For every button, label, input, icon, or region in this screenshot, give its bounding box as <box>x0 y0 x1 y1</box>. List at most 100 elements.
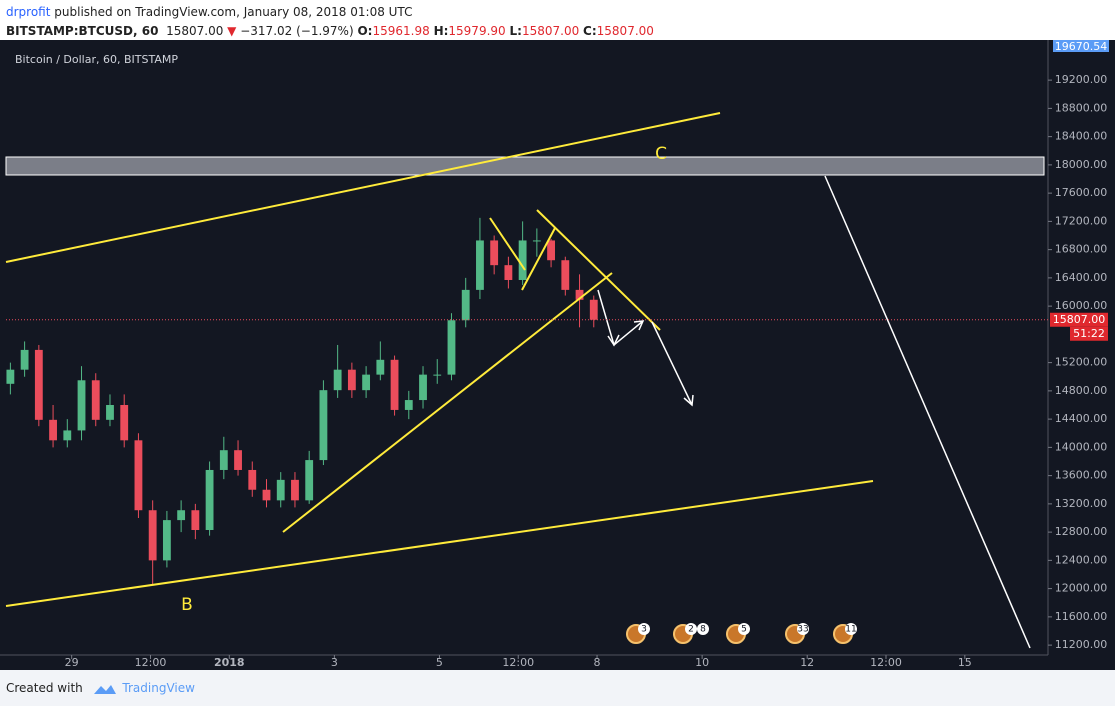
candle-body <box>63 430 72 441</box>
candle-body <box>433 374 442 376</box>
candle-body <box>333 369 342 391</box>
high-label: 19670.54 <box>1055 40 1108 53</box>
y-tick-label: 12400.00 <box>1055 553 1108 566</box>
candle-body <box>6 369 15 384</box>
y-tick-label: 14800.00 <box>1055 384 1108 397</box>
y-tick-label: 18000.00 <box>1055 158 1108 171</box>
trend-line <box>536 209 661 331</box>
x-tick-label: 12:00 <box>870 656 902 669</box>
ohlc-key: O: <box>357 24 373 38</box>
author[interactable]: drprofit <box>6 5 51 19</box>
chart-title: Bitcoin / Dollar, 60, BITSTAMP <box>15 53 178 66</box>
annotation: C <box>655 144 667 164</box>
x-tick-label: 3 <box>331 656 338 669</box>
candle-body <box>561 260 570 290</box>
candle-body <box>461 289 470 321</box>
candle-body <box>34 349 43 420</box>
candle-body <box>191 510 200 530</box>
candle-body <box>490 240 499 266</box>
x-tick-label: 12 <box>800 656 814 669</box>
x-tick-label: 8 <box>594 656 601 669</box>
ohlc-key: L: <box>509 24 522 38</box>
x-tick-label: 12:00 <box>135 656 167 669</box>
countdown: 51:22 <box>1073 327 1105 340</box>
trend-line <box>521 227 556 291</box>
candle-body <box>476 240 484 290</box>
publish-line: drprofit published on TradingView.com, J… <box>6 3 654 22</box>
candle-body <box>120 404 129 441</box>
candle-body <box>49 419 57 441</box>
header: drprofit published on TradingView.com, J… <box>6 3 654 41</box>
event-badge <box>738 623 750 635</box>
candle-body <box>219 450 228 470</box>
y-tick-label: 13600.00 <box>1055 469 1108 482</box>
y-tick-label: 16000.00 <box>1055 299 1108 312</box>
brand[interactable]: TradingView <box>122 681 195 695</box>
event-badge <box>685 623 697 635</box>
y-tick-label: 16400.00 <box>1055 271 1108 284</box>
candle-body <box>177 510 186 521</box>
event-count: 8 <box>700 625 706 635</box>
event-count: 33 <box>797 625 808 635</box>
y-tick-label: 14400.00 <box>1055 412 1108 425</box>
x-tick-label: 12:00 <box>502 656 534 669</box>
chart-bg <box>0 40 1115 670</box>
candle-body <box>447 320 456 375</box>
trend-line <box>5 480 874 607</box>
y-tick-label: 11200.00 <box>1055 638 1108 651</box>
created: Created with <box>6 681 83 695</box>
candle-body <box>262 489 271 501</box>
arrow <box>651 321 693 406</box>
candle-body <box>91 380 100 420</box>
x-tick-label: 29 <box>65 656 79 669</box>
trend-line <box>5 112 721 263</box>
y-tick-label: 13200.00 <box>1055 497 1108 510</box>
candle-body <box>575 289 584 300</box>
candle-body <box>547 240 555 261</box>
candle-body <box>347 369 356 391</box>
ohlc-value: 15807.00 <box>596 24 654 38</box>
event-badge <box>845 623 857 635</box>
candle-body <box>404 400 413 410</box>
x-tick-label: 10 <box>695 656 709 669</box>
candle-body <box>162 520 171 561</box>
y-tick-label: 18400.00 <box>1055 130 1108 143</box>
y-tick-label: 17600.00 <box>1055 186 1108 199</box>
arrow-head <box>607 334 620 347</box>
candle-body <box>376 359 385 375</box>
footer: Created with TradingView <box>0 670 1115 706</box>
candle-body <box>248 469 257 490</box>
event-count: 3 <box>641 625 647 635</box>
candle-body <box>504 265 513 280</box>
event-count: 11 <box>845 625 856 635</box>
candle-body <box>234 450 242 470</box>
trend-line <box>489 217 526 271</box>
candle-body <box>106 404 114 420</box>
published: published on TradingView.com, January 08… <box>54 5 413 19</box>
candle-body <box>134 440 143 511</box>
ohlc-value: 15807.00 <box>521 24 580 38</box>
trend-line <box>824 175 1031 649</box>
drawings <box>5 112 1045 649</box>
event-badge <box>638 623 650 635</box>
high-label-bg <box>1053 40 1109 52</box>
ohlc-value: 15961.98 <box>372 24 430 38</box>
candle-body <box>532 240 541 242</box>
candle-body <box>390 359 399 410</box>
candle-body <box>148 510 157 561</box>
resistance-zone <box>5 156 1045 176</box>
y-tick-label: 14000.00 <box>1055 440 1108 453</box>
event-count: 5 <box>741 625 747 635</box>
x-tick-label: 5 <box>436 656 443 669</box>
symbol-line: BITSTAMP:BTCUSD, 60 15807.00 ▼ −317.02 (… <box>6 24 654 38</box>
event-badge <box>697 623 709 635</box>
ohlc-key: C: <box>583 24 597 38</box>
x-tick-label: 2018 <box>214 656 245 669</box>
price: 15807.00 <box>166 24 224 38</box>
change: −317.02 (−1.97%) <box>240 24 354 38</box>
candle-body <box>518 240 527 280</box>
chart: Bitcoin / Dollar, 60, BITSTAMP C B 19670… <box>0 40 1115 670</box>
candle-body <box>205 469 214 530</box>
candle-body <box>305 460 314 501</box>
